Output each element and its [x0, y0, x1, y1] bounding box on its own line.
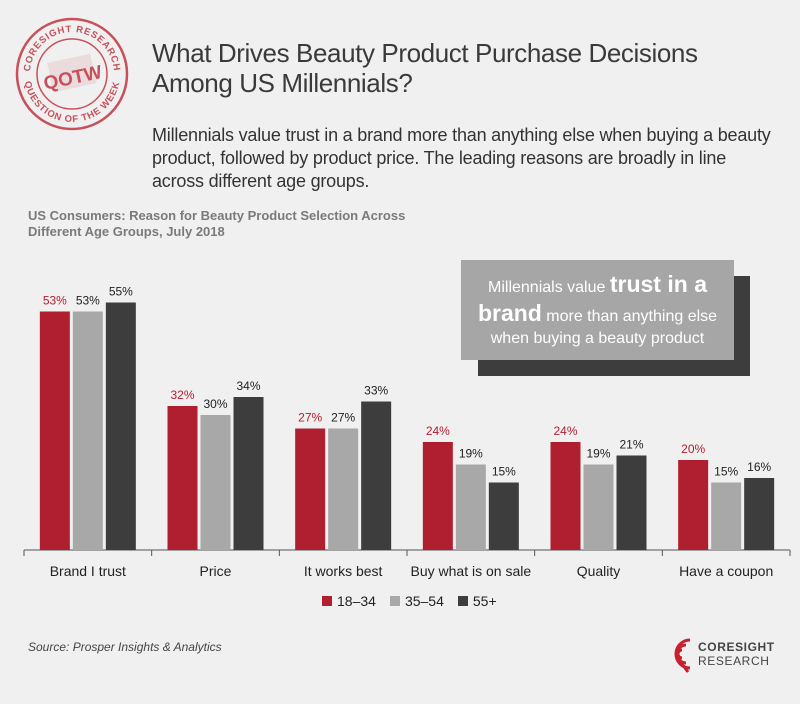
legend-swatch-55-plus	[457, 596, 468, 606]
bar-quality-35-54	[583, 464, 614, 550]
legend-swatch-35-54	[389, 596, 400, 606]
data-label: 19%	[459, 447, 483, 461]
bar-it-works-best-55plus	[361, 401, 392, 550]
bar-price-18-34	[167, 406, 198, 550]
legend-item-35-54: 35–54	[389, 593, 444, 609]
callout-text-part2: more than anything else when buying a be…	[490, 308, 718, 347]
chart-title: US Consumers: Reason for Beauty Product …	[28, 208, 406, 239]
data-label: 19%	[586, 447, 610, 461]
legend: 18–34 35–54 55+	[322, 593, 497, 609]
bar-brand-i-trust-35-54	[72, 311, 103, 550]
data-label: 33%	[364, 384, 388, 398]
bar-have-a-coupon-18-34	[678, 460, 709, 550]
category-label-have-a-coupon: Have a coupon	[679, 563, 773, 579]
coresight-logo-icon	[674, 638, 691, 673]
coresight-logo: CORESIGHT RESEARCH	[664, 634, 784, 676]
data-label: 53%	[76, 294, 100, 308]
qotw-stamp-logo: CORESIGHT RESEARCH QUESTION OF THE WEEK …	[15, 17, 129, 131]
bar-have-a-coupon-55plus	[744, 478, 775, 550]
bar-chart: 53% 53% 55% Brand I trust 32% 30% 34% Price 27% 2…	[23, 285, 791, 579]
legend-label-35-54: 35–54	[404, 593, 444, 609]
legend-swatch-18-34	[322, 596, 332, 606]
subhead: Millennials value trust in a brand more …	[152, 125, 771, 191]
data-label: 16%	[747, 460, 771, 474]
bar-brand-i-trust-18-34	[39, 311, 70, 550]
callout-text-part1: Millennials value	[488, 279, 610, 296]
data-label: 21%	[619, 438, 643, 452]
bar-buy-what-is-on-sale-18-34	[422, 442, 453, 550]
bar-it-works-best-18-34	[295, 428, 326, 550]
data-label: 24%	[553, 424, 577, 438]
callout-emphasis: trust in a brand	[477, 271, 707, 326]
data-label: 32%	[170, 388, 194, 402]
data-label: 20%	[681, 442, 705, 456]
data-label: 27%	[298, 411, 322, 425]
category-label-quality: Quality	[577, 563, 621, 579]
legend-label-18-34: 18–34	[337, 593, 376, 609]
category-label-buy-what-is-on-sale: Buy what is on sale	[411, 563, 532, 579]
bar-price-55plus	[233, 397, 264, 550]
bar-quality-18-34	[550, 442, 581, 550]
data-label: 15%	[714, 465, 738, 479]
data-label: 34%	[236, 379, 260, 393]
legend-item-18-34: 18–34	[322, 593, 376, 609]
bar-quality-55plus	[616, 455, 647, 550]
source-note: Source: Prosper Insights & Analytics	[28, 640, 222, 654]
data-label: 53%	[43, 294, 67, 308]
category-label-price: Price	[200, 563, 232, 579]
bar-it-works-best-35-54	[328, 428, 359, 550]
data-label: 27%	[331, 411, 355, 425]
category-label-it-works-best: It works best	[304, 563, 383, 579]
legend-item-55-plus: 55+	[457, 593, 497, 609]
data-label: 24%	[426, 424, 450, 438]
logo-line1: CORESIGHT	[698, 640, 775, 654]
data-label: 55%	[109, 285, 133, 299]
bar-price-35-54	[200, 415, 231, 550]
legend-label-55-plus: 55+	[472, 593, 497, 609]
bar-buy-what-is-on-sale-35-54	[455, 464, 486, 550]
category-label-brand-i-trust: Brand I trust	[50, 563, 126, 579]
logo-line2: RESEARCH	[698, 654, 770, 668]
callout-box: Millennials value trust in a brand more …	[461, 260, 734, 360]
data-label: 15%	[492, 465, 516, 479]
headline: What Drives Beauty Product Purchase Deci…	[152, 38, 698, 98]
bar-buy-what-is-on-sale-55plus	[488, 482, 519, 550]
bar-brand-i-trust-55plus	[105, 302, 136, 550]
bar-have-a-coupon-35-54	[711, 482, 742, 550]
data-label: 30%	[203, 397, 227, 411]
